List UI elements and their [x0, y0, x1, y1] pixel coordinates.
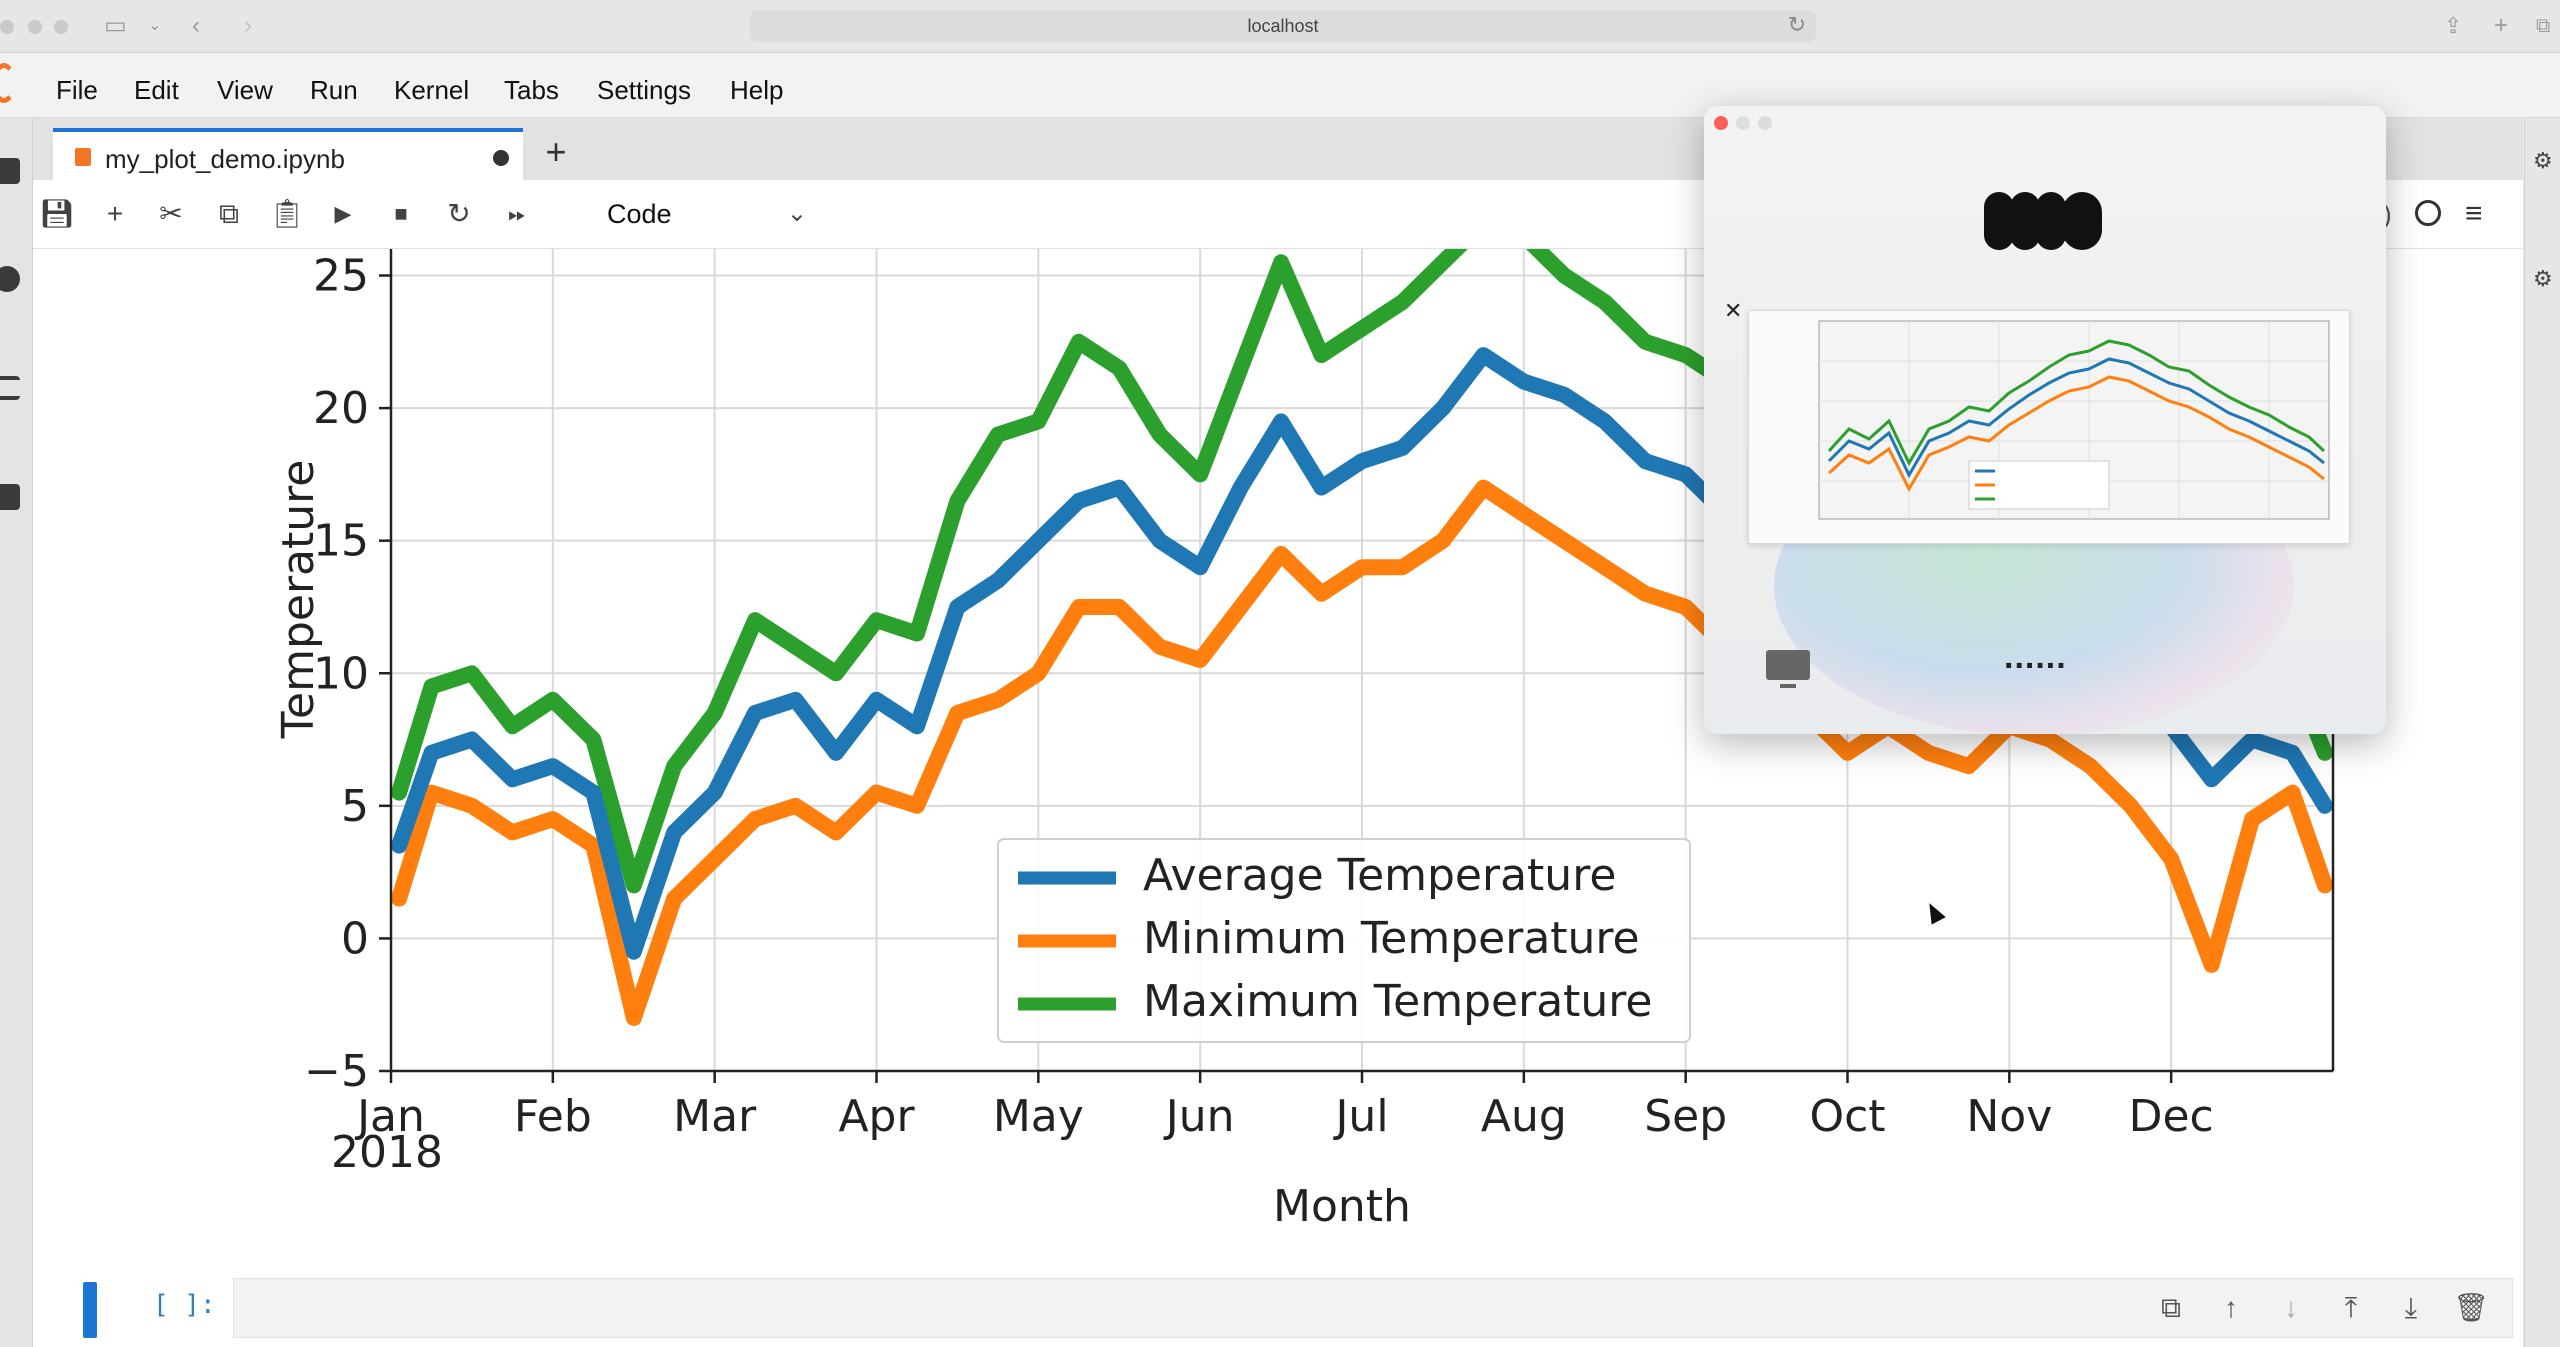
new-tab-icon[interactable]: + — [2494, 12, 2509, 39]
tab-notebook[interactable]: my_plot_demo.ipynb — [53, 128, 523, 180]
popup-minimize-dot[interactable] — [1736, 116, 1750, 130]
x-tick-label-oct: Oct — [1809, 1091, 1885, 1142]
legend-label-minimum: Minimum Temperature — [1143, 913, 1640, 964]
legend-box — [997, 838, 1691, 1043]
back-icon[interactable]: ‹ — [192, 12, 200, 39]
y-tick-label: 25 — [313, 251, 369, 302]
menu-bar: File Edit View Run Kernel Tabs Settings … — [0, 53, 2560, 118]
y-tick-label: 15 — [313, 516, 369, 567]
y-tick-label: −5 — [304, 1046, 369, 1097]
cell-prompt: [ ]: — [153, 1290, 216, 1320]
menu-help[interactable]: Help — [730, 75, 784, 105]
monitor-icon[interactable] — [1766, 650, 1810, 688]
debugger-icon[interactable]: ⚙ — [2533, 266, 2553, 291]
menu-settings[interactable]: Settings — [597, 75, 691, 105]
menu-kernel[interactable]: Kernel — [394, 75, 470, 105]
stop-icon[interactable]: ■ — [394, 201, 408, 226]
plot-thumbnail — [1748, 310, 2350, 544]
left-sidebar — [0, 118, 33, 1347]
copy-icon[interactable]: ⧉ — [219, 198, 239, 229]
y-tick-label: 5 — [341, 781, 369, 832]
plus-icon[interactable]: + — [106, 198, 124, 229]
x-axis-label: Month — [1273, 1181, 1411, 1232]
kernel-status-icon — [2415, 200, 2441, 226]
cell-type-value: Code — [607, 199, 672, 229]
x-tick-label-nov: Nov — [1966, 1091, 2052, 1142]
popup-close-dot[interactable] — [1714, 116, 1728, 130]
address-text: localhost — [1247, 16, 1319, 36]
notebook-icon — [75, 148, 91, 166]
cell-type-select[interactable]: Code ⌄ — [607, 194, 807, 234]
jupyter-logo-icon — [0, 63, 16, 103]
extension-icon[interactable] — [0, 484, 20, 510]
save-icon[interactable]: 💾︎ — [39, 198, 75, 229]
window-zoom-dot[interactable] — [54, 20, 68, 34]
popup-dots: ...... — [2004, 638, 2067, 676]
active-cell-marker — [83, 1282, 97, 1338]
floating-preview-window[interactable]: ✕ ...... — [1704, 106, 2386, 734]
sidebar-toggle-icon[interactable]: ▭ — [104, 12, 127, 39]
menu-view[interactable]: View — [217, 75, 273, 105]
cell-input[interactable] — [233, 1278, 2513, 1338]
toc-icon[interactable] — [0, 376, 20, 400]
window-close-dot[interactable] — [0, 20, 14, 34]
browser-bar: ▭ ⌄ ‹ › localhost ↻ ⇪ + ⧉ — [0, 0, 2560, 53]
x-tick-label-sep: Sep — [1644, 1091, 1727, 1142]
y-tick-label: 10 — [313, 648, 369, 699]
run-icon[interactable]: ▶ — [334, 201, 352, 226]
folder-icon[interactable] — [0, 158, 20, 184]
share-icon[interactable]: ⇪ — [2444, 13, 2463, 38]
add-tab-button[interactable]: + — [545, 131, 567, 172]
tab-overview-icon[interactable]: ⧉ — [2536, 15, 2551, 37]
menu-edit[interactable]: Edit — [134, 75, 179, 105]
duplicate-icon[interactable]: ⧉ — [2161, 1292, 2181, 1323]
reload-icon[interactable]: ↻ — [1787, 12, 1806, 37]
y-tick-label: 0 — [341, 913, 369, 964]
menu-run[interactable]: Run — [310, 75, 358, 105]
x-tick-label-mar: Mar — [673, 1091, 757, 1142]
y-axis-label: Temperature — [273, 460, 324, 740]
window-minimize-dot[interactable] — [28, 20, 42, 34]
restart-icon[interactable]: ↻ — [447, 198, 471, 229]
y-tick-label: 20 — [313, 383, 369, 434]
legend-label-average: Average Temperature — [1143, 850, 1616, 901]
x-tick-label-feb: Feb — [514, 1091, 592, 1142]
move-down-icon[interactable]: ↓ — [2284, 1292, 2298, 1323]
chevron-down-icon: ⌄ — [786, 200, 807, 227]
tab-label: my_plot_demo.ipynb — [105, 144, 345, 174]
chevron-down-icon[interactable]: ⌄ — [148, 17, 162, 34]
menu-icon[interactable]: ≡ — [2465, 197, 2483, 230]
menu-file[interactable]: File — [56, 75, 98, 105]
x-tick-label-apr: Apr — [838, 1091, 915, 1142]
x-tick-label-jul: Jul — [1332, 1091, 1388, 1142]
close-icon[interactable]: ✕ — [1724, 298, 1743, 323]
app-logo-icon — [1984, 192, 2104, 250]
right-sidebar: ⚙ ⚙ — [2524, 118, 2560, 1347]
paste-icon[interactable]: 📋︎ — [269, 198, 305, 229]
temperature-line-chart: −5 0 5 10 15 20 25 Jan Feb Mar Apr May Jun Jul Aug Sep O… — [273, 249, 2335, 1232]
x-tick-label-may: May — [993, 1091, 1084, 1142]
insert-below-icon[interactable]: ⤓ — [2404, 1292, 2418, 1323]
x-tick-label-jun: Jun — [1163, 1091, 1235, 1142]
forward-icon[interactable]: › — [244, 12, 252, 39]
notebook-panel: −5 0 5 10 15 20 25 Jan Feb Mar Apr May Jun Jul Aug Sep O… — [33, 249, 2523, 1347]
x-tick-label-aug: Aug — [1481, 1091, 1567, 1142]
unsaved-indicator-icon[interactable] — [493, 150, 509, 166]
running-icon[interactable] — [0, 266, 20, 292]
insert-above-icon[interactable]: ⤒ — [2344, 1292, 2358, 1323]
kernel-name-fragment[interactable]: ) — [2383, 199, 2392, 229]
delete-icon[interactable]: 🗑︎ — [2453, 1292, 2489, 1323]
address-bar[interactable]: localhost ↻ — [750, 10, 1816, 42]
property-inspector-icon[interactable]: ⚙ — [2533, 148, 2553, 173]
popup-zoom-dot[interactable] — [1758, 116, 1772, 130]
fast-forward-icon[interactable]: ⏩︎ — [508, 201, 526, 226]
move-up-icon[interactable]: ↑ — [2224, 1292, 2238, 1323]
empty-code-cell: [ ]: ⧉ ↑ ↓ ⤒ ⤓ 🗑︎ — [33, 1270, 2523, 1347]
x-axis-year-label: 2018 — [331, 1127, 443, 1178]
menu-tabs[interactable]: Tabs — [504, 75, 559, 105]
x-tick-label-jan: Jan — [354, 1091, 425, 1142]
x-tick-label-dec: Dec — [2129, 1091, 2214, 1142]
cut-icon[interactable]: ✂ — [159, 198, 183, 229]
legend-label-maximum: Maximum Temperature — [1143, 976, 1653, 1027]
